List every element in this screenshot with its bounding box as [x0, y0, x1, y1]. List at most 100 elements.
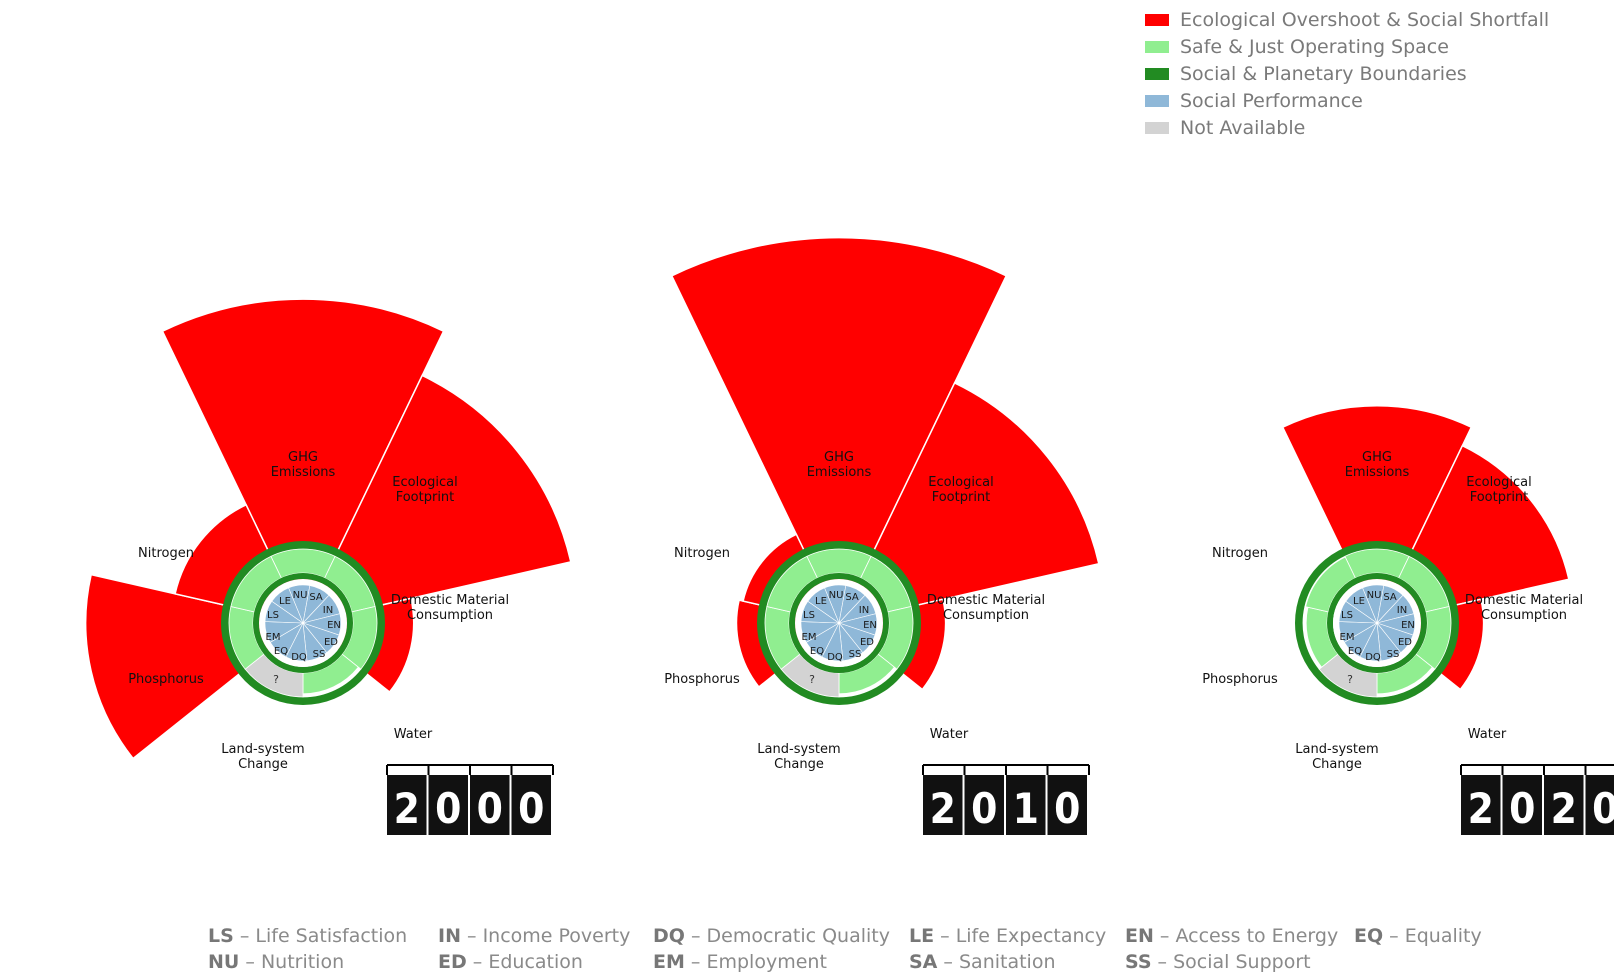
social-code-label: SA — [1383, 592, 1397, 603]
year-digit-box — [428, 775, 468, 835]
abbr-name: Life Expectancy — [955, 925, 1107, 947]
overshoot-sector — [670, 236, 1008, 625]
year-digit-box — [923, 775, 963, 835]
ecological-label: Water — [930, 727, 969, 742]
abbr-code: SA — [909, 951, 938, 973]
ecological-label: Ecological — [928, 475, 993, 490]
social-code-label: IN — [323, 605, 333, 616]
year-digit-box — [387, 775, 427, 835]
ecological-label: Land-system — [221, 742, 304, 757]
ecological-label: Phosphorus — [1202, 672, 1278, 687]
social-code-label: SS — [313, 649, 326, 660]
ecological-label: Change — [774, 757, 824, 772]
ecological-label: Consumption — [943, 608, 1029, 623]
safe-space-gap — [303, 666, 361, 697]
social-code-label: NU — [1367, 590, 1382, 601]
ecological-label: Domestic Material — [927, 593, 1045, 608]
year-digit: 2 — [930, 784, 956, 833]
year-digit: 2 — [394, 784, 420, 833]
legend-swatch-safe-space — [1145, 40, 1169, 53]
abbr-em: EM – Employment — [653, 951, 827, 973]
social-code-label: DQ — [827, 652, 843, 663]
abbr-name: Employment — [706, 951, 827, 973]
not-available-mark: ? — [273, 673, 279, 686]
social-code-label: LE — [815, 596, 827, 607]
social-code-label: LS — [1341, 610, 1353, 621]
year-digit-box — [964, 775, 1004, 835]
abbr-nu: NU – Nutrition — [208, 951, 345, 973]
not-available-mark: ? — [809, 673, 815, 686]
year-digit-box — [1502, 775, 1542, 835]
year-digit: 0 — [1054, 784, 1080, 833]
year-digit-box — [1006, 775, 1046, 835]
legend-item-boundaries: Social & Planetary Boundaries — [1145, 60, 1549, 87]
social-code-label: LS — [803, 610, 815, 621]
social-code-label: SA — [309, 592, 323, 603]
social-code-label: ED — [324, 637, 338, 648]
social-code-label: ED — [860, 637, 874, 648]
social-code-label: DQ — [1365, 652, 1381, 663]
ecological-label: Domestic Material — [1465, 593, 1583, 608]
abbr-code: LE — [909, 925, 935, 947]
year-digit-box — [511, 775, 551, 835]
abbr-code: EM — [653, 951, 685, 973]
ecological-label: Footprint — [932, 490, 991, 505]
abbr-name: Income Poverty — [482, 925, 631, 947]
year-digit: 1 — [1013, 784, 1039, 833]
abbr-sa: SA – Sanitation — [909, 951, 1056, 973]
abbr-code: IN — [438, 925, 461, 947]
social-code-label: EM — [1340, 632, 1355, 643]
social-code-label: EN — [863, 620, 877, 631]
legend-item-safe-space: Safe & Just Operating Space — [1145, 33, 1549, 60]
ecological-label: Ecological — [392, 475, 457, 490]
overshoot-sector — [161, 298, 445, 625]
year-digit: 0 — [971, 784, 997, 833]
year-digit: 2 — [1551, 784, 1577, 833]
ecological-label: Water — [394, 727, 433, 742]
social-performance-wedge — [807, 587, 840, 624]
ecological-label: GHG — [1362, 450, 1392, 465]
year-digit: 0 — [435, 784, 461, 833]
ecological-label: Land-system — [757, 742, 840, 757]
social-code-label: SS — [1387, 649, 1400, 660]
legend-item-not-available: Not Available — [1145, 114, 1549, 141]
abbr-code: EN — [1125, 925, 1154, 947]
legend-label-not-available: Not Available — [1180, 116, 1306, 139]
abbr-code: NU — [208, 951, 240, 973]
ecological-label: Emissions — [1345, 465, 1410, 480]
social-code-label: EN — [1401, 620, 1415, 631]
legend: Ecological Overshoot & Social Shortfall … — [1145, 6, 1549, 141]
abbr-name: Democratic Quality — [706, 925, 890, 947]
social-code-label: EM — [266, 632, 281, 643]
abbr-en: EN – Access to Energy — [1125, 925, 1339, 947]
ecological-label: Phosphorus — [664, 672, 740, 687]
social-code-label: NU — [293, 590, 308, 601]
legend-label-boundaries: Social & Planetary Boundaries — [1180, 62, 1467, 85]
abbr-name: Life Satisfaction — [255, 925, 408, 947]
social-code-label: EM — [802, 632, 817, 643]
abbr-code: SS — [1125, 951, 1152, 973]
legend-label-safe-space: Safe & Just Operating Space — [1180, 35, 1449, 58]
ecological-label: Land-system — [1295, 742, 1378, 757]
social-performance-wedge — [271, 587, 304, 624]
year-digit-box — [1544, 775, 1584, 835]
safe-space-gap — [839, 666, 897, 697]
ecological-label: GHG — [288, 450, 318, 465]
ecological-label: Footprint — [1470, 490, 1529, 505]
abbr-in: IN – Income Poverty — [438, 925, 631, 947]
overshoot-sector — [301, 374, 572, 625]
social-code-label: SS — [849, 649, 862, 660]
legend-item-social-performance: Social Performance — [1145, 87, 1549, 114]
ecological-label: Domestic Material — [391, 593, 509, 608]
social-code-label: EN — [327, 620, 341, 631]
social-code-label: EQ — [1348, 646, 1362, 657]
social-code-label: IN — [1397, 605, 1407, 616]
year-digit: 0 — [518, 784, 544, 833]
social-code-label: NU — [829, 590, 844, 601]
legend-swatch-boundaries — [1145, 67, 1169, 80]
ecological-label: Consumption — [1481, 608, 1567, 623]
year-digit: 0 — [1509, 784, 1535, 833]
